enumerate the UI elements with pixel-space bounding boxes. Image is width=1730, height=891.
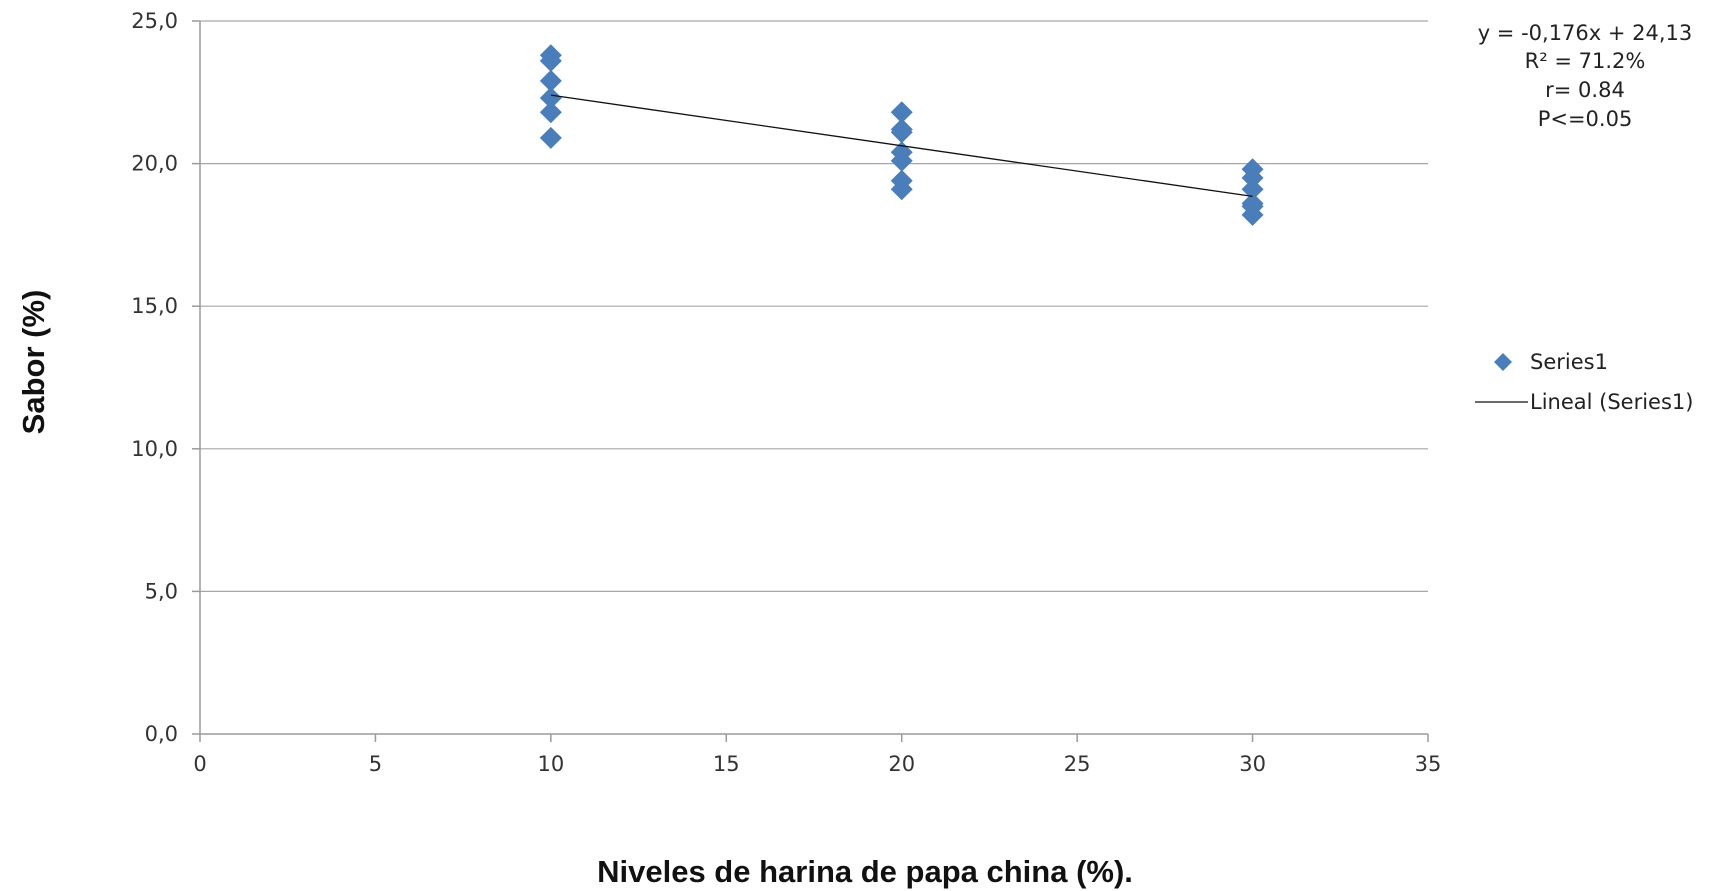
data-point — [539, 101, 562, 124]
x-axis-ticks: 0 5 10 15 20 25 30 35 — [193, 734, 1441, 776]
x-tick-label: 0 — [193, 752, 206, 776]
regression-equation: y = -0,176x + 24,13 — [1478, 21, 1693, 45]
x-axis-title: Niveles de harina de papa china (%). — [597, 854, 1133, 889]
data-point — [539, 126, 562, 149]
legend-label-series1: Series1 — [1530, 350, 1608, 374]
x-tick-label: 15 — [713, 752, 740, 776]
legend: Series1 Lineal (Series1) — [1475, 350, 1693, 414]
data-point — [890, 121, 913, 144]
x-tick-label: 35 — [1415, 752, 1442, 776]
x-tick-label: 30 — [1239, 752, 1266, 776]
x-tick-label: 5 — [369, 752, 382, 776]
y-tick-label: 15,0 — [131, 294, 178, 318]
y-axis-ticks: 0,0 5,0 10,0 15,0 20,0 25,0 — [131, 9, 200, 746]
x-tick-label: 25 — [1064, 752, 1091, 776]
x-tick-label: 20 — [888, 752, 915, 776]
y-tick-label: 20,0 — [131, 152, 178, 176]
data-point — [890, 101, 913, 124]
data-points — [539, 44, 1264, 226]
y-tick-label: 10,0 — [131, 437, 178, 461]
data-point — [1241, 178, 1264, 201]
data-point — [539, 49, 562, 72]
data-point — [539, 87, 562, 110]
data-point — [890, 149, 913, 172]
trendline — [550, 94, 1253, 198]
correlation-r: r= 0.84 — [1545, 78, 1625, 102]
y-axis-title: Sabor (%) — [16, 290, 51, 435]
legend-label-trendline: Lineal (Series1) — [1530, 390, 1693, 414]
y-tick-label: 25,0 — [131, 9, 178, 33]
p-value: P<=0.05 — [1538, 107, 1633, 131]
data-point — [890, 178, 913, 201]
r-squared: R² = 71.2% — [1525, 49, 1646, 73]
data-point — [1241, 203, 1264, 226]
y-tick-label: 5,0 — [145, 579, 178, 603]
x-tick-label: 10 — [537, 752, 564, 776]
legend-marker-series1 — [1494, 353, 1512, 371]
y-tick-label: 0,0 — [145, 722, 178, 746]
regression-annotation: y = -0,176x + 24,13 R² = 71.2% r= 0.84 P… — [1478, 21, 1693, 131]
gridlines — [200, 20, 1428, 593]
data-point — [1241, 166, 1264, 189]
data-point — [539, 69, 562, 92]
axes — [199, 21, 1428, 735]
